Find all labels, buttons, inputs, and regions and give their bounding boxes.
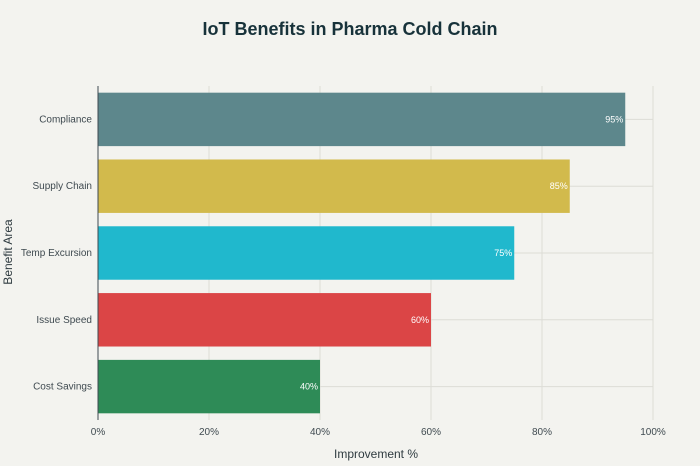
- chart-title: IoT Benefits in Pharma Cold Chain: [202, 19, 497, 39]
- x-tick-label: 60%: [421, 427, 441, 438]
- y-tick-label: Supply Chain: [33, 181, 92, 192]
- bar: [98, 226, 515, 280]
- bar-value-label: 40%: [300, 382, 318, 392]
- y-axis-title: Benefit Area: [1, 219, 15, 285]
- bar-value-label: 85%: [550, 181, 568, 191]
- x-tick-label: 0%: [91, 427, 106, 438]
- y-tick-label: Cost Savings: [33, 382, 92, 393]
- x-tick-label: 80%: [532, 427, 552, 438]
- bar: [98, 359, 320, 414]
- x-axis-ticks: 0% 20% 40% 60% 80% 100%: [91, 427, 666, 438]
- y-axis-ticks: Compliance Supply Chain Temp Excursion Issu…: [21, 114, 93, 392]
- x-axis-title: Improvement %: [334, 447, 418, 461]
- y-tick-label: Compliance: [39, 114, 92, 125]
- bar-value-label: 95%: [605, 114, 623, 124]
- bar-value-label: 60%: [411, 315, 429, 325]
- bar-series: 95% 85% 75% 60% 40%: [98, 92, 626, 414]
- bar: [98, 92, 626, 147]
- bar: [98, 293, 431, 347]
- x-tick-label: 40%: [310, 427, 330, 438]
- x-tick-label: 20%: [199, 427, 219, 438]
- bar: [98, 159, 570, 213]
- y-tick-label: Temp Excursion: [21, 248, 92, 259]
- bar-value-label: 75%: [494, 248, 512, 258]
- y-tick-label: Issue Speed: [36, 315, 92, 326]
- x-tick-label: 100%: [640, 427, 666, 438]
